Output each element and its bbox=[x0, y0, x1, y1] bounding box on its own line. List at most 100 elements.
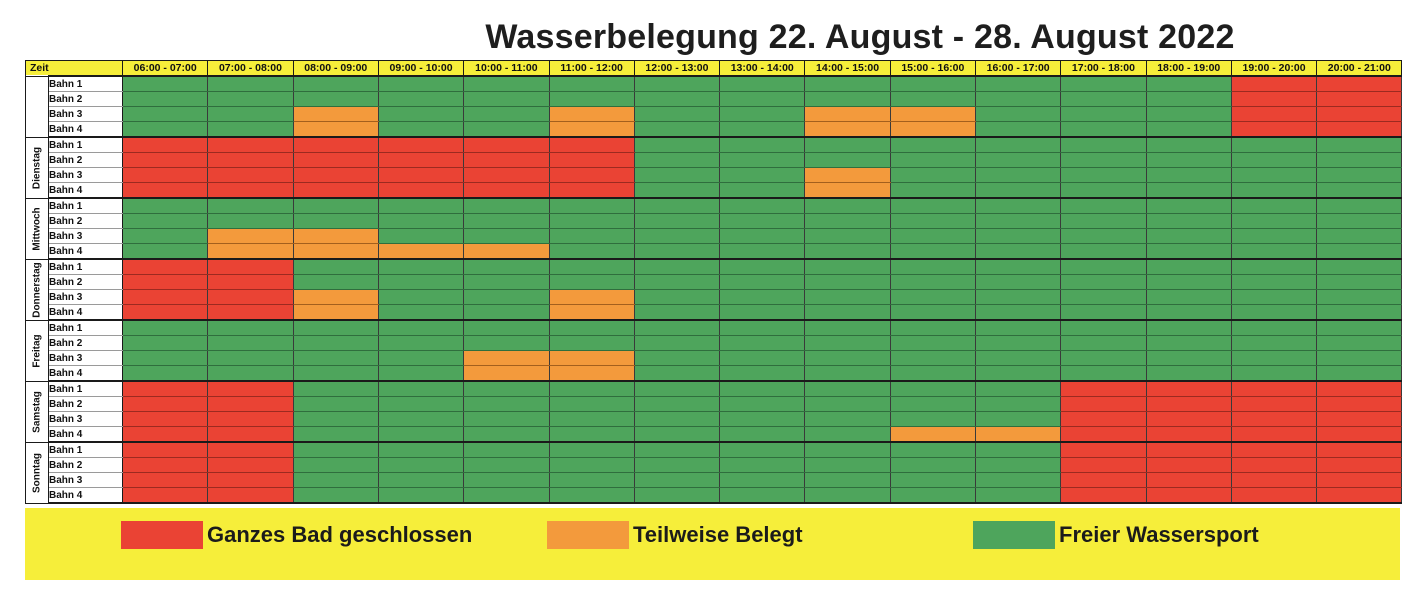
slot-cell bbox=[207, 258, 294, 275]
slot-cell bbox=[633, 258, 721, 275]
day-label-cell bbox=[25, 75, 49, 138]
lane-label: Bahn 1 bbox=[47, 258, 124, 275]
slot-cell bbox=[719, 426, 806, 443]
slot-cell bbox=[1060, 319, 1147, 336]
slot-cell bbox=[377, 304, 465, 321]
slot-cell bbox=[804, 289, 891, 305]
slot-cell bbox=[1145, 106, 1232, 122]
day-label-cell: Freitag bbox=[25, 319, 49, 382]
slot-cell bbox=[377, 152, 465, 168]
lane-label: Bahn 1 bbox=[47, 319, 124, 336]
slot-cell bbox=[1316, 335, 1403, 351]
slot-cell bbox=[1060, 136, 1147, 153]
slot-cell bbox=[1060, 167, 1147, 183]
slot-cell bbox=[1060, 182, 1147, 199]
slot-cell bbox=[207, 289, 294, 305]
slot-cell bbox=[1145, 457, 1232, 473]
slot-cell bbox=[719, 197, 806, 214]
slot-cell bbox=[719, 411, 806, 427]
slot-cell bbox=[292, 304, 379, 321]
slot-cell bbox=[974, 75, 1062, 92]
legend-label-closed: Ganzes Bad geschlossen bbox=[207, 522, 473, 547]
slot-cell bbox=[548, 350, 635, 366]
slot-cell bbox=[889, 91, 976, 107]
slot-cell bbox=[207, 167, 294, 183]
slot-cell bbox=[974, 152, 1062, 168]
slot-cell bbox=[292, 197, 379, 214]
slot-cell bbox=[463, 426, 550, 443]
slot-cell bbox=[974, 228, 1062, 244]
lane-label: Bahn 3 bbox=[47, 411, 124, 427]
slot-cell bbox=[974, 411, 1062, 427]
slot-cell bbox=[548, 472, 635, 488]
slot-cell bbox=[122, 182, 209, 199]
slot-cell bbox=[719, 319, 806, 336]
slot-cell bbox=[292, 487, 379, 504]
slot-cell bbox=[804, 243, 891, 260]
slot-cell bbox=[377, 350, 465, 366]
slot-cell bbox=[463, 396, 550, 412]
slot-cell bbox=[889, 182, 976, 199]
slot-cell bbox=[207, 335, 294, 351]
time-slot-header: 13:00 - 14:00 bbox=[719, 60, 806, 77]
slot-cell bbox=[548, 182, 635, 199]
slot-cell bbox=[1060, 106, 1147, 122]
time-slot-header: 17:00 - 18:00 bbox=[1060, 60, 1147, 77]
slot-cell bbox=[207, 121, 294, 138]
slot-cell bbox=[1230, 258, 1318, 275]
slot-cell bbox=[548, 380, 635, 397]
lane-label: Bahn 3 bbox=[47, 228, 124, 244]
lane-label: Bahn 2 bbox=[47, 152, 124, 168]
slot-cell bbox=[292, 319, 379, 336]
slot-cell bbox=[804, 121, 891, 138]
slot-cell bbox=[633, 350, 721, 366]
legend-swatch-closed bbox=[121, 521, 203, 549]
day-label-cell: Sonntag bbox=[25, 441, 49, 504]
lane-row: Bahn 2 bbox=[26, 396, 1403, 412]
slot-cell bbox=[889, 152, 976, 168]
slot-cell bbox=[804, 487, 891, 504]
slot-cell bbox=[1145, 121, 1232, 138]
lane-label: Bahn 2 bbox=[47, 213, 124, 229]
slot-cell bbox=[463, 304, 550, 321]
legend-item-partial: Teilweise Belegt bbox=[547, 520, 803, 550]
slot-cell bbox=[889, 75, 976, 92]
slot-cell bbox=[377, 91, 465, 107]
day-label: Dienstag bbox=[31, 146, 43, 189]
lane-row: Bahn 2 bbox=[26, 274, 1403, 290]
slot-cell bbox=[889, 228, 976, 244]
lane-row: Dienstag Bahn 1 bbox=[25, 136, 1403, 199]
slot-cell bbox=[1060, 121, 1147, 138]
slot-cell bbox=[1316, 167, 1403, 183]
lane-row: Bahn 4 bbox=[26, 487, 1403, 504]
slot-cell bbox=[548, 426, 635, 443]
slot-cell bbox=[1230, 304, 1318, 321]
slot-cell bbox=[207, 411, 294, 427]
slot-cell bbox=[463, 258, 550, 275]
time-slot-header: 10:00 - 11:00 bbox=[463, 60, 550, 77]
slot-cell bbox=[548, 487, 635, 504]
lane-row: Sonntag Bahn 1 bbox=[25, 441, 1403, 504]
slot-cell bbox=[804, 228, 891, 244]
slot-cell bbox=[463, 487, 550, 504]
slot-cell bbox=[1060, 441, 1147, 458]
slot-cell bbox=[719, 365, 806, 382]
slot-cell bbox=[633, 304, 721, 321]
legend-label-free: Freier Wassersport bbox=[1059, 522, 1259, 547]
slot-cell bbox=[974, 396, 1062, 412]
lane-label: Bahn 4 bbox=[47, 243, 124, 260]
slot-cell bbox=[377, 426, 465, 443]
lane-row: Bahn 3 bbox=[26, 289, 1403, 305]
slot-cell bbox=[1230, 426, 1318, 443]
day-label: Mittwoch bbox=[31, 206, 43, 251]
slot-cell bbox=[1316, 396, 1403, 412]
slot-cell bbox=[889, 136, 976, 153]
lane-label: Bahn 3 bbox=[47, 106, 124, 122]
lane-label: Bahn 4 bbox=[47, 182, 124, 199]
slot-cell bbox=[1230, 243, 1318, 260]
slot-cell bbox=[292, 274, 379, 290]
lane-label: Bahn 3 bbox=[47, 350, 124, 366]
slot-cell bbox=[1145, 289, 1232, 305]
slot-cell bbox=[1060, 487, 1147, 504]
slot-cell bbox=[548, 167, 635, 183]
